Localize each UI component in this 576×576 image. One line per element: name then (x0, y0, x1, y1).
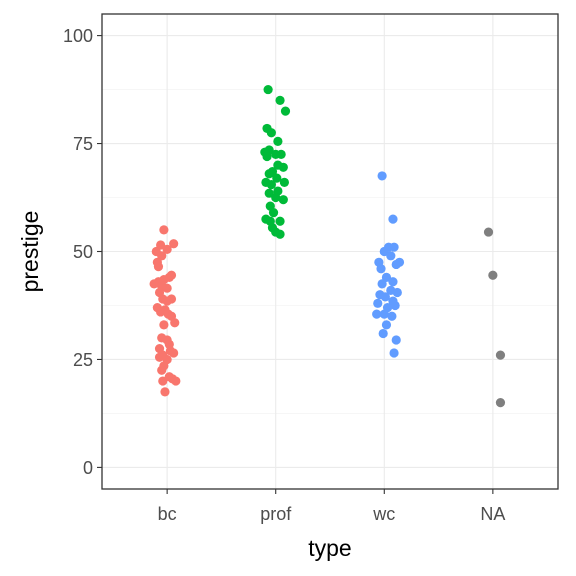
data-point (390, 300, 400, 311)
data-point (380, 292, 390, 302)
data-point (156, 240, 166, 250)
data-point (388, 277, 398, 287)
series-NA (483, 227, 506, 408)
data-point (495, 350, 506, 360)
data-point (381, 320, 392, 330)
data-point (263, 84, 273, 95)
data-point (280, 106, 291, 116)
y-tick-label: 0 (83, 458, 93, 478)
y-axis: 0 25 50 75 100 (63, 26, 102, 478)
data-point (156, 307, 166, 317)
data-point (162, 283, 172, 293)
data-point (149, 279, 159, 289)
data-point (159, 225, 169, 235)
data-point (157, 251, 167, 261)
y-tick-label: 25 (73, 350, 93, 370)
data-point (387, 311, 397, 321)
y-axis-title: prestige (17, 211, 43, 293)
data-point (391, 259, 401, 270)
data-point (272, 173, 282, 183)
data-point (488, 270, 498, 280)
data-point (388, 214, 398, 224)
data-point (266, 179, 276, 190)
data-point (169, 348, 179, 358)
data-point (275, 95, 285, 105)
data-point (262, 151, 272, 162)
data-point (376, 264, 386, 274)
data-point (377, 171, 387, 181)
data-point (170, 318, 180, 328)
y-tick-label: 100 (63, 26, 93, 46)
y-tick-label: 75 (73, 134, 93, 154)
data-point (379, 246, 389, 257)
data-point (279, 177, 289, 188)
data-point (389, 242, 399, 252)
data-point (268, 208, 279, 218)
data-point (166, 270, 177, 280)
data-point (378, 328, 388, 339)
data-point (389, 348, 399, 358)
data-point (275, 216, 285, 226)
y-tick-label: 50 (73, 242, 93, 262)
plot-panel (101, 13, 559, 490)
data-point (266, 128, 276, 138)
data-point (271, 192, 281, 203)
data-point (386, 251, 396, 261)
x-tick-label: NA (480, 504, 505, 524)
data-point (278, 195, 288, 205)
x-tick-label: bc (158, 504, 177, 524)
x-tick-label: wc (372, 504, 395, 524)
data-point (171, 376, 181, 386)
data-point (273, 136, 283, 146)
x-axis: bc prof wc NA (158, 489, 505, 524)
data-point (392, 287, 402, 298)
data-point (483, 227, 494, 237)
data-point (158, 376, 168, 386)
data-point (372, 309, 382, 319)
x-axis-title: type (308, 535, 351, 561)
data-point (276, 149, 286, 159)
data-point (162, 296, 172, 306)
data-point (157, 365, 167, 375)
series-wc (372, 171, 405, 358)
data-point (495, 398, 506, 408)
data-point (377, 279, 387, 289)
data-point (162, 244, 172, 254)
data-point (278, 162, 288, 172)
data-point (264, 169, 274, 179)
series-bc (149, 225, 181, 397)
data-point (381, 272, 392, 283)
data-point (160, 387, 170, 397)
data-point (154, 352, 165, 362)
data-point (373, 298, 383, 308)
data-point (379, 309, 389, 319)
data-point (159, 320, 169, 330)
x-tick-label: prof (260, 504, 292, 524)
series-prof (260, 84, 291, 239)
data-points (149, 84, 506, 408)
data-point (169, 239, 179, 249)
data-point (153, 262, 164, 272)
data-point (264, 188, 274, 198)
data-point (275, 229, 285, 239)
data-point (391, 335, 401, 345)
